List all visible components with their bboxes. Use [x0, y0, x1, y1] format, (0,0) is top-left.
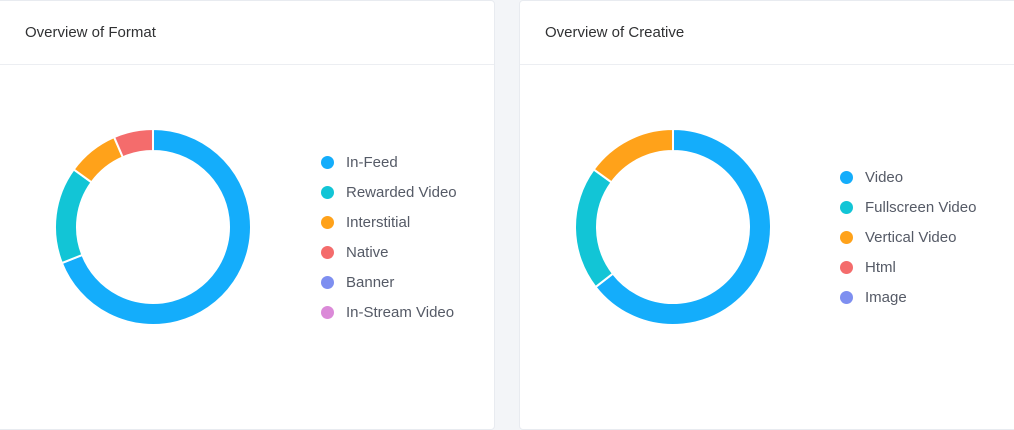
- format-donut-chart: [55, 129, 251, 325]
- legend-item-in-stream-video[interactable]: In-Stream Video: [321, 297, 457, 327]
- slice-native[interactable]: [112, 129, 154, 159]
- legend-dot-icon: [321, 185, 334, 199]
- card-header: Overview of Creative: [520, 1, 1014, 65]
- legend-label: Native: [346, 243, 389, 261]
- legend-item-html[interactable]: Html: [840, 252, 976, 282]
- slice-interstitial[interactable]: [72, 135, 125, 184]
- card-title: Overview of Format: [25, 24, 156, 41]
- legend-item-image[interactable]: Image: [840, 282, 976, 312]
- legend-item-native[interactable]: Native: [321, 237, 457, 267]
- legend-label: In-Stream Video: [346, 303, 455, 321]
- legend-item-vertical-video[interactable]: Vertical Video: [840, 222, 976, 252]
- legend-label: Banner: [346, 273, 395, 291]
- legend-dot-icon: [840, 170, 853, 184]
- legend-label: Image: [865, 288, 907, 306]
- legend-label: Html: [865, 258, 896, 276]
- legend-dot-icon: [321, 245, 334, 259]
- legend-dot-icon: [840, 290, 853, 304]
- legend-dot-icon: [321, 155, 334, 169]
- legend-item-in-feed[interactable]: In-Feed: [321, 147, 457, 177]
- legend-label: Vertical Video: [865, 228, 957, 246]
- legend-dot-icon: [321, 305, 334, 319]
- slice-vertical-video[interactable]: [592, 129, 674, 184]
- legend-label: In-Feed: [346, 153, 398, 171]
- legend-dot-icon: [840, 200, 853, 214]
- card-header: Overview of Format: [0, 1, 494, 65]
- legend-label: Rewarded Video: [346, 183, 457, 201]
- legend-item-interstitial[interactable]: Interstitial: [321, 207, 457, 237]
- legend-dot-icon: [840, 230, 853, 244]
- legend-item-banner[interactable]: Banner: [321, 267, 457, 297]
- legend-dot-icon: [840, 260, 853, 274]
- legend-label: Video: [865, 168, 904, 186]
- card-title: Overview of Creative: [545, 24, 685, 41]
- slice-rewarded-video[interactable]: [55, 167, 93, 265]
- format-overview-card: Overview of Format In-Feed Rewarded Video…: [0, 0, 495, 430]
- slice-in-feed[interactable]: [60, 129, 251, 325]
- legend-dot-icon: [321, 275, 334, 289]
- creative-overview-card: Overview of Creative Video Fullscreen Vid…: [519, 0, 1014, 430]
- legend-item-rewarded-video[interactable]: Rewarded Video: [321, 177, 457, 207]
- format-legend: In-Feed Rewarded Video Interstitial Native B…: [321, 147, 457, 327]
- legend-dot-icon: [321, 215, 334, 229]
- legend-label: Fullscreen Video: [865, 198, 977, 216]
- creative-legend: Video Fullscreen Video Vertical Video Html I…: [840, 162, 976, 312]
- creative-donut-chart: [575, 129, 771, 325]
- legend-item-fullscreen-video[interactable]: Fullscreen Video: [840, 192, 976, 222]
- slice-video[interactable]: [594, 129, 771, 325]
- legend-item-video[interactable]: Video: [840, 162, 976, 192]
- legend-label: Interstitial: [346, 213, 411, 231]
- slice-fullscreen-video[interactable]: [575, 167, 615, 289]
